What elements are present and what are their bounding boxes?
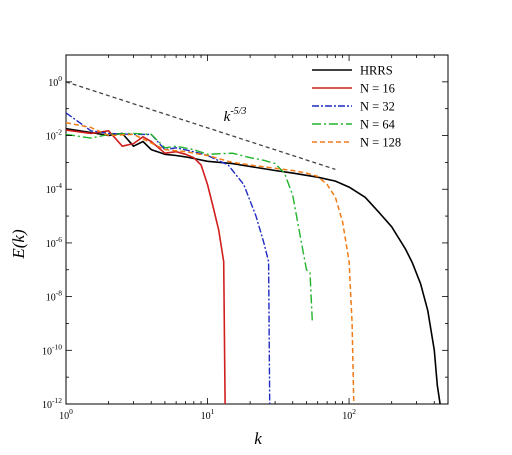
x-tick-label: 101 (201, 407, 215, 422)
x-tick-label: 100 (59, 407, 73, 422)
x-tick-label: 102 (342, 407, 356, 422)
y-tick-label: 10-10 (42, 342, 62, 357)
slope-annotation: k-5/3 (224, 106, 247, 125)
y-tick-label: 10-2 (46, 128, 62, 143)
x-axis-label: k (254, 429, 262, 448)
legend: HRRS N = 16 N = 32 N = 64 N = 128 (312, 64, 401, 150)
legend-label-4: N = 128 (360, 136, 401, 150)
axis-ticks: 100 101 102 100 10-2 10-4 10-6 10-8 10-10 10-12 (42, 54, 449, 422)
reference-slope-line (65, 81, 336, 170)
legend-label-0: HRRS (360, 64, 393, 78)
y-tick-label: 10-8 (46, 289, 62, 304)
legend-label-1: N = 16 (360, 82, 395, 96)
y-tick-label: 100 (48, 74, 62, 89)
series-line-4 (66, 121, 355, 404)
legend-label-2: N = 32 (360, 100, 395, 114)
y-tick-label: 10-12 (42, 396, 62, 411)
y-axis-label: E(k) (9, 229, 28, 260)
series-line-1 (66, 129, 226, 404)
plot-area: k-5/3 (65, 54, 449, 405)
series-line-2 (66, 112, 271, 404)
y-tick-label: 10-6 (46, 235, 62, 250)
series-line-3 (66, 132, 313, 322)
y-tick-label: 10-4 (46, 181, 62, 196)
series-line-0 (66, 127, 441, 404)
plot-frame (65, 54, 449, 405)
legend-label-3: N = 64 (360, 118, 396, 132)
